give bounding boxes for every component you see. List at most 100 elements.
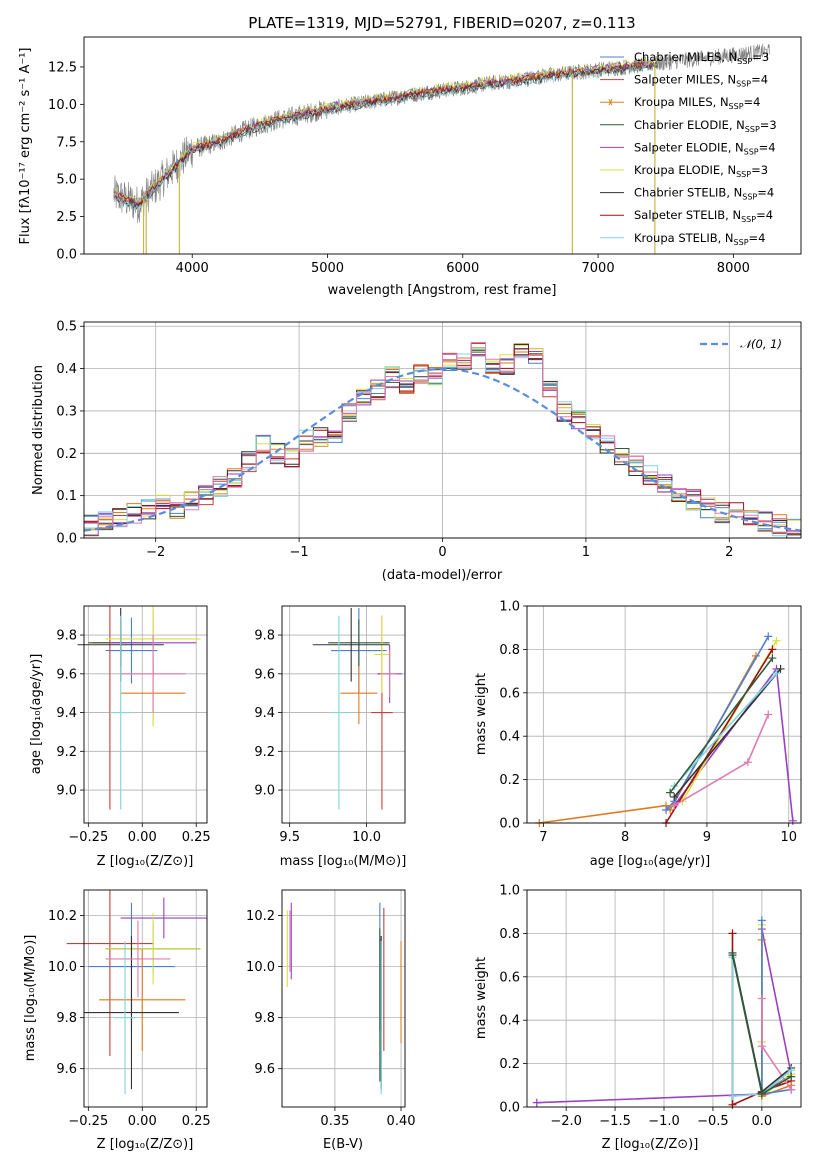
- legend-label-subscript: SSP: [734, 238, 749, 247]
- x-tick-label: 6000: [446, 261, 479, 276]
- legend-label-text: Chabrier ELODIE, N: [634, 118, 745, 132]
- mass-weight-line: [673, 672, 778, 787]
- ebv-vs-mass-panel: 0.35 0.40 9.6 9.8 10.0 10.2 E(B-V): [246, 889, 416, 1152]
- mass-weight-marker: [772, 636, 781, 645]
- legend-label: Salpeter ELODIE, NSSP=4: [634, 140, 776, 156]
- x-tick-label: −2: [146, 545, 165, 560]
- legend-label-subscript: SSP: [736, 170, 751, 179]
- y-tick-label: 0.3: [56, 404, 77, 419]
- legend-label-suffix: =4: [756, 208, 773, 222]
- y-tick-label: 9.0: [56, 784, 77, 799]
- spectrum-panel: PLATE=1319, MJD=52791, FIBERID=0207, z=0…: [18, 14, 802, 298]
- model-spectrum-line: [113, 57, 658, 203]
- x-tick-label: 0.25: [182, 1114, 211, 1129]
- model-spectrum-line: [113, 61, 658, 210]
- legend-label-suffix: =3: [752, 50, 769, 64]
- spectrum-x-label: wavelength [Angstrom, rest frame]: [328, 283, 557, 298]
- x-tick-label: 0.00: [128, 830, 157, 845]
- y-tick-label: 9.2: [56, 745, 77, 760]
- y-tick-label: 10.0: [48, 98, 77, 113]
- mass-weight-line: [673, 668, 782, 798]
- legend-label: Chabrier MILES, NSSP=3: [634, 50, 769, 66]
- x-tick-label: 9.5: [279, 830, 300, 845]
- y-tick-label: 0.6: [499, 970, 520, 985]
- axes-frame: [83, 36, 802, 255]
- x-tick-label: −1.0: [648, 1114, 680, 1129]
- x-tick-label: 1: [582, 545, 590, 560]
- mass-weight-marker: [666, 788, 675, 797]
- z-vs-mass-y-label: mass [log₁₀(M/M⊙)]: [23, 935, 38, 1062]
- z-vs-mass-plot-area: −0.25 0.00 0.25 9.6 9.8 10.0 10.2: [48, 889, 211, 1129]
- legend-label-subscript: SSP: [745, 125, 760, 134]
- z-vs-age-plot-area: −0.25 0.00 0.25 9.0 9.2 9.4 9.6 9.8: [56, 605, 211, 845]
- mass-weight-lines: [535, 632, 797, 827]
- x-tick-label: 0.0: [752, 1114, 773, 1129]
- legend-label: Kroupa MILES, NSSP=4: [634, 95, 760, 111]
- y-tick-label: 9.6: [254, 1062, 275, 1077]
- histogram-step-line: [84, 342, 801, 536]
- z-mass-weight-y-label: mass weight: [474, 957, 489, 1039]
- x-tick-label: 2: [725, 545, 733, 560]
- z-vs-age-x-label: Z [log₁₀(Z/Z⊙)]: [97, 854, 194, 869]
- z-vs-age-y-label: age [log₁₀(age/yr)]: [29, 654, 44, 775]
- mass-weight-marker: [764, 710, 773, 719]
- legend-label: Kroupa STELIB, NSSP=4: [634, 231, 765, 247]
- axes-frame: [83, 605, 208, 824]
- mass-weight-marker: [757, 1042, 766, 1051]
- model-spectrum-line: [113, 62, 658, 212]
- mass-vs-age-panel: 9.5 10.0 9.0 9.2 9.4 9.6 9.8 mass [log₁₀(M/M⊙)…: [254, 605, 406, 869]
- y-tick-label: 7.5: [56, 135, 77, 150]
- y-tick-label: 0.2: [56, 447, 77, 462]
- spectrum-curves: [113, 43, 770, 254]
- mass-weight-marker: [757, 916, 766, 925]
- x-tick-label: 7000: [582, 261, 615, 276]
- y-tick-label: 0.4: [499, 730, 520, 745]
- x-tick-label: 0.35: [320, 1114, 349, 1129]
- legend-label-suffix: =4: [749, 231, 766, 245]
- mass-weight-marker: [788, 816, 797, 825]
- mass-weight-marker: [670, 801, 679, 810]
- histogram-x-label: (data-model)/error: [382, 568, 503, 583]
- spectrum-y-label: Flux [fλ10⁻¹⁷ erg cm⁻² s⁻¹ A⁻¹]: [18, 48, 33, 245]
- axes-frame: [281, 605, 406, 824]
- histogram-y-label: Normed distribution: [31, 365, 46, 495]
- y-tick-label: 0.8: [499, 643, 520, 658]
- y-tick-label: 0.2: [499, 773, 520, 788]
- mass-weight-line: [536, 928, 793, 1104]
- spectrum-plot-area: 4000 5000 6000 7000 8000 0.0 2.5 5.0 7.5 10.0 12.5…: [48, 36, 802, 276]
- mass-weight-marker: [787, 1085, 796, 1094]
- legend-label-text: Salpeter STELIB, N: [634, 208, 741, 222]
- x-tick-label: −1.5: [599, 1114, 631, 1129]
- mass-weight-marker: [670, 792, 679, 801]
- legend-marker: [608, 98, 613, 106]
- x-tick-label: 8: [621, 830, 629, 845]
- spectrum-title: PLATE=1319, MJD=52791, FIBERID=0207, z=0…: [248, 14, 635, 32]
- legend-label-suffix: =4: [744, 95, 761, 109]
- y-tick-label: 10.2: [48, 909, 77, 924]
- legend-label: Salpeter STELIB, NSSP=4: [634, 208, 773, 224]
- x-tick-label: 0.00: [128, 1114, 157, 1129]
- legend-label-subscript: SSP: [744, 147, 759, 156]
- legend-label-text: Chabrier MILES, N: [634, 50, 737, 64]
- y-tick-label: 0.0: [56, 532, 77, 547]
- x-tick-label: −2.0: [550, 1114, 582, 1129]
- y-tick-label: 9.0: [254, 784, 275, 799]
- z-mass-weight-x-label: Z [log₁₀(Z/Z⊙)]: [602, 1137, 699, 1152]
- y-tick-label: 9.6: [56, 1062, 77, 1077]
- legend-label-text: Chabrier STELIB, N: [634, 186, 742, 200]
- y-tick-label: 0.6: [499, 686, 520, 701]
- y-tick-label: 1.0: [499, 600, 520, 615]
- age-mass-weight-plot-area: 7 8 9 10 0.0 0.2 0.4 0.6 0.8 1.0: [499, 600, 802, 845]
- x-tick-label: −1: [290, 545, 309, 560]
- mass-weight-marker: [776, 664, 785, 673]
- y-tick-label: 9.6: [254, 667, 275, 682]
- axes-frame: [83, 889, 208, 1108]
- z-mass-weight-plot-area: −2.0 −1.5 −1.0 −0.5 0.0 0.0 0.2 0.4 0.6 0.8 1.0: [499, 884, 802, 1129]
- y-tick-label: 12.5: [48, 60, 77, 75]
- x-tick-label: 0: [438, 545, 446, 560]
- y-tick-label: 10.2: [246, 909, 275, 924]
- mass-weight-marker: [728, 1100, 737, 1109]
- mass-vs-age-plot-area: 9.5 10.0 9.0 9.2 9.4 9.6 9.8: [254, 605, 406, 845]
- x-tick-label: 7: [539, 830, 547, 845]
- error-bars: [66, 890, 207, 1095]
